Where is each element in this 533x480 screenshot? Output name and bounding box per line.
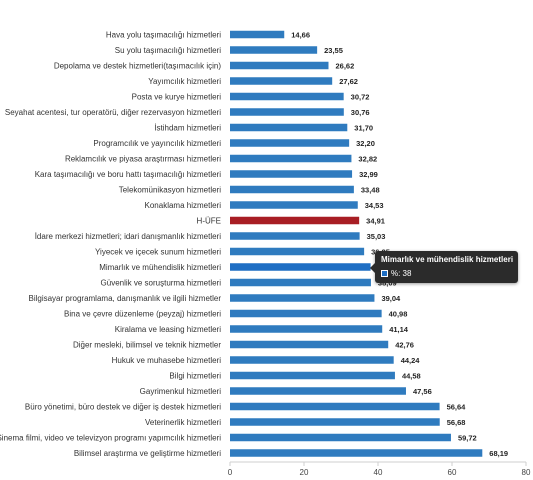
category-label: Hava yolu taşımacılığı hizmetleri xyxy=(106,31,221,40)
category-label: Mimarlık ve mühendislik hizmetleri xyxy=(99,263,221,272)
category-label: Bilgi hizmetleri xyxy=(169,372,221,381)
bar-value-label: 32,20 xyxy=(356,139,375,148)
category-label: Depolama ve destek hizmetleri(taşımacılı… xyxy=(54,62,222,71)
bar[interactable] xyxy=(230,387,406,395)
x-tick-label: 60 xyxy=(448,468,457,477)
bar-value-label: 27,62 xyxy=(339,77,358,86)
tooltip-arrow xyxy=(370,263,375,273)
bar-value-label: 39,04 xyxy=(381,294,401,303)
bar[interactable] xyxy=(230,309,382,318)
category-label: Bilgisayar programlama, danışmanlık ve i… xyxy=(28,294,221,303)
category-label: Su yolu taşımacılığı hizmetleri xyxy=(115,46,221,55)
category-label: Diğer mesleki, bilimsel ve teknik hizmet… xyxy=(73,341,221,350)
tooltip-row: %: 38 xyxy=(381,269,411,278)
chart-tooltip: Mimarlık ve mühendislik hizmetleri %: 38 xyxy=(370,251,518,283)
bar-value-label: 34,53 xyxy=(365,201,384,210)
bar[interactable] xyxy=(230,340,389,349)
x-tick-label: 20 xyxy=(300,468,309,477)
tooltip-title: Mimarlık ve mühendislik hizmetleri xyxy=(381,255,514,264)
bar-value-label: 35,03 xyxy=(367,232,386,241)
bar-value-label: 40,98 xyxy=(389,310,408,319)
category-label: Kara taşımacılığı ve boru hattı taşımacı… xyxy=(35,170,222,179)
bar[interactable] xyxy=(230,449,483,457)
bar[interactable] xyxy=(230,356,394,364)
bar[interactable] xyxy=(230,216,360,225)
bar-value-label: 38,09 xyxy=(378,279,397,288)
category-label: Reklamcılık ve piyasa araştırması hizmet… xyxy=(65,155,221,164)
category-label: Posta ve kurye hizmetleri xyxy=(132,93,222,102)
bar[interactable] xyxy=(230,108,344,116)
bar[interactable] xyxy=(230,185,354,194)
category-label: İstihdam hizmetleri xyxy=(154,124,221,133)
bar[interactable] xyxy=(230,402,440,411)
category-label: Kiralama ve leasing hizmetleri xyxy=(115,325,221,334)
bar[interactable] xyxy=(230,232,360,240)
x-tick-label: 0 xyxy=(228,468,233,477)
tooltip-value: %: 38 xyxy=(391,269,412,278)
bar-value-label: 68,19 xyxy=(489,449,508,458)
bar[interactable] xyxy=(230,278,371,287)
category-label: Programcılık ve yayıncılık hizmetleri xyxy=(93,139,221,148)
bar-value-label: 33,48 xyxy=(361,186,380,195)
bar[interactable] xyxy=(230,123,348,132)
category-label: Gayrimenkul hizmetleri xyxy=(140,387,222,396)
bar[interactable] xyxy=(230,201,358,209)
bar-value-label: 44,58 xyxy=(402,372,421,381)
category-labels: Hava yolu taşımacılığı hizmetleri Su yolu… xyxy=(0,31,221,459)
category-label: Bina ve çevre düzenleme (peyzaj) hizmetl… xyxy=(64,310,221,319)
category-label: H-ÜFE xyxy=(197,217,221,226)
category-label: Hukuk ve muhasebe hizmetleri xyxy=(112,356,222,365)
category-label: Yayımcılık hizmetleri xyxy=(148,77,221,86)
bar[interactable] xyxy=(230,139,350,147)
category-label: Bilimsel araştırma ve geliştirme hizmetl… xyxy=(74,449,221,458)
bar-value-label: 56,64 xyxy=(447,403,467,412)
x-tick-label: 40 xyxy=(374,468,383,477)
bar-value-label: 34,91 xyxy=(366,217,385,226)
bar-value-label: 23,55 xyxy=(324,46,343,55)
bar[interactable] xyxy=(230,433,451,442)
bars xyxy=(230,30,483,457)
category-label: Güvenlik ve soruşturma hizmetleri xyxy=(101,279,222,288)
x-axis: 0 20 40 60 80 xyxy=(228,461,531,477)
bar[interactable] xyxy=(230,154,352,163)
bar[interactable] xyxy=(230,30,285,39)
value-labels: 14,66 23,55 26,62 27,62 30,72 30,76 31,70 32,20… xyxy=(291,31,508,459)
category-label: Yiyecek ve içecek sunum hizmetleri xyxy=(95,248,221,257)
bar[interactable] xyxy=(230,418,440,426)
bar[interactable] xyxy=(230,263,371,271)
bar-value-label: 30,72 xyxy=(351,93,370,102)
category-label: Telekomünikasyon hizmetleri xyxy=(119,186,221,195)
bar-value-label: 41,14 xyxy=(389,325,409,334)
bar-value-label: 47,56 xyxy=(413,387,432,396)
bar-value-label: 32,99 xyxy=(359,170,378,179)
bar[interactable] xyxy=(230,371,395,380)
bar-value-label: 56,68 xyxy=(447,418,466,427)
bar-value-label: 42,76 xyxy=(395,341,414,350)
bar-value-label: 59,72 xyxy=(458,434,477,443)
bar[interactable] xyxy=(230,46,318,54)
category-label: Konaklama hizmetleri xyxy=(145,201,222,210)
bar[interactable] xyxy=(230,294,375,302)
bar-value-label: 31,70 xyxy=(354,124,373,133)
tooltip-swatch xyxy=(381,270,388,277)
category-label: Sinema filmi, video ve televizyon progra… xyxy=(0,434,221,443)
bar[interactable] xyxy=(230,92,344,101)
bar[interactable] xyxy=(230,170,353,178)
bar-value-label: 30,76 xyxy=(351,108,370,117)
category-label: İdare merkezi hizmetleri; idari danışman… xyxy=(35,232,222,241)
bar[interactable] xyxy=(230,325,383,333)
bar[interactable] xyxy=(230,61,329,70)
bar[interactable] xyxy=(230,77,333,85)
category-label: Seyahat acentesi, tur operatörü, diğer r… xyxy=(5,108,221,117)
x-tick-label: 80 xyxy=(522,468,531,477)
bar-value-label: 32,82 xyxy=(358,155,377,164)
category-label: Veterinerlik hizmetleri xyxy=(145,418,221,427)
category-label: Büro yönetimi, büro destek ve diğer iş d… xyxy=(25,403,221,412)
bar-value-label: 44,24 xyxy=(401,356,421,365)
bar-value-label: 14,66 xyxy=(291,31,310,40)
bar-value-label: 26,62 xyxy=(335,62,354,71)
bar[interactable] xyxy=(230,247,365,256)
